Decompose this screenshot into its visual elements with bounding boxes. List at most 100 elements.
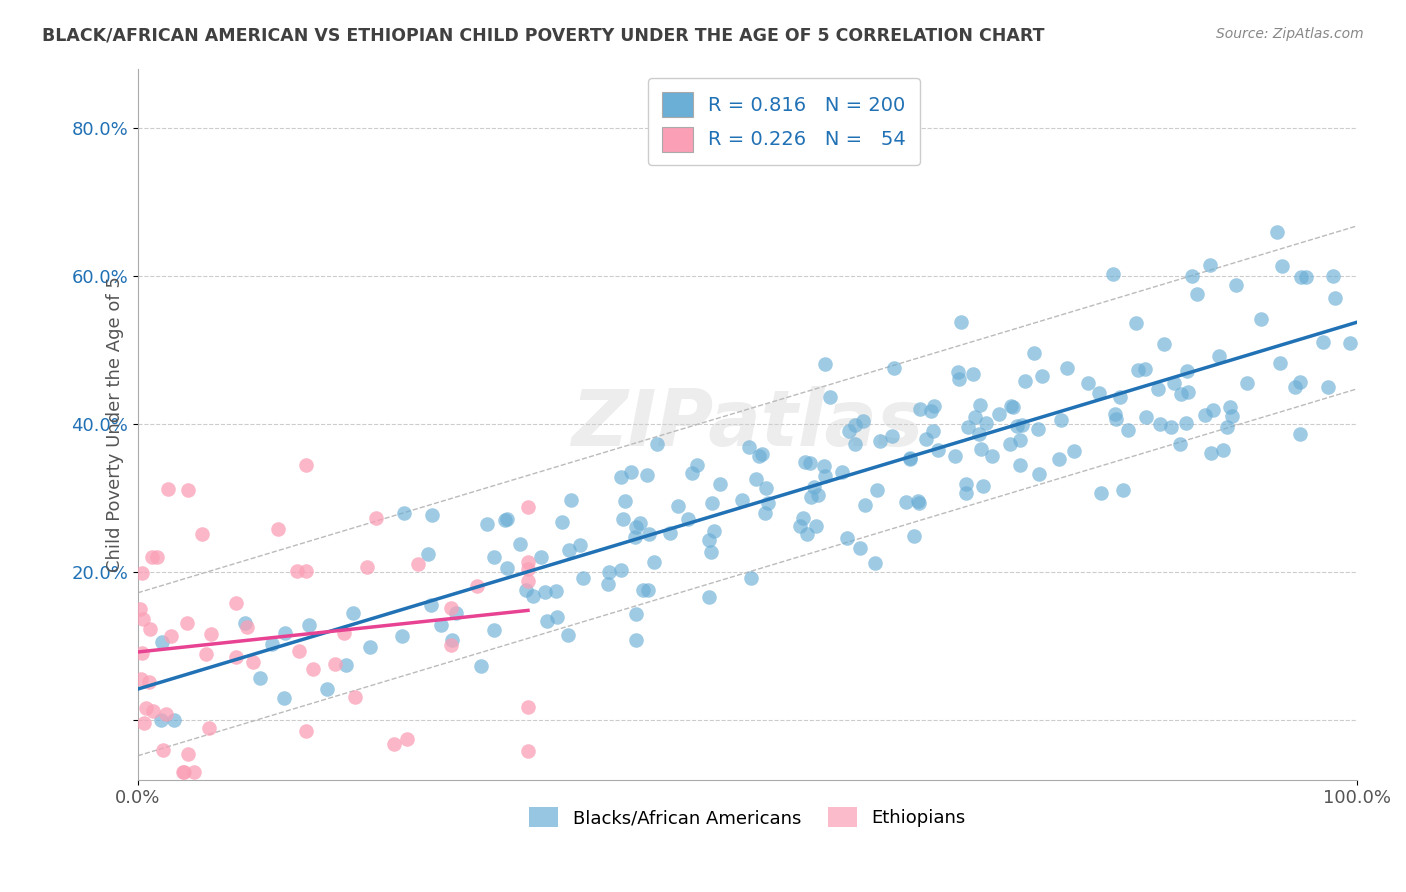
Point [633,582,655,597]
Text: BLACK/AFRICAN AMERICAN VS ETHIOPIAN CHILD POVERTY UNDER THE AGE OF 5 CORRELATION: BLACK/AFRICAN AMERICAN VS ETHIOPIAN CHIL… [42,27,1045,45]
Point [866,483,889,497]
Point [920,403,942,417]
Point [1340,335,1362,350]
Point [191,526,214,541]
Point [419,598,441,612]
Point [676,512,699,526]
Point [509,537,531,551]
Point [796,527,818,541]
Point [131,646,153,660]
Point [356,560,378,574]
Point [907,494,929,508]
Point [1031,369,1053,384]
Point [1250,312,1272,326]
Point [163,714,186,728]
Point [1077,376,1099,390]
Point [1288,375,1310,389]
Point [266,522,288,536]
Point [1212,443,1234,458]
Point [1295,269,1317,284]
Point [869,434,891,448]
Point [482,623,505,637]
Point [1026,422,1049,436]
Point [406,557,429,571]
Point [482,550,505,565]
Point [806,488,828,502]
Point [852,414,875,428]
Point [598,565,620,579]
Point [793,454,815,468]
Point [1322,268,1344,283]
Point [197,721,219,735]
Point [620,466,643,480]
Point [152,743,174,757]
Point [359,640,381,655]
Point [1177,384,1199,399]
Point [1028,467,1050,481]
Point [659,526,682,541]
Point [173,765,195,780]
Point [636,467,658,482]
Point [551,515,574,529]
Point [295,458,318,472]
Point [1010,458,1032,473]
Point [1160,420,1182,434]
Point [831,465,853,479]
Point [517,562,540,576]
Point [981,449,1004,463]
Point [624,632,647,647]
Point [176,615,198,630]
Point [814,357,837,371]
Point [440,633,463,648]
Point [624,520,647,534]
Point [1236,376,1258,390]
Point [609,469,631,483]
Point [177,747,200,762]
Point [439,601,461,615]
Point [800,490,823,504]
Point [382,738,405,752]
Point [295,723,318,738]
Point [1216,419,1239,434]
Point [135,700,157,714]
Point [129,672,152,686]
Point [129,602,152,616]
Point [1289,426,1312,441]
Point [1149,417,1171,432]
Point [624,607,647,621]
Point [470,659,492,673]
Point [366,511,388,525]
Point [440,639,463,653]
Point [496,561,519,575]
Point [1001,400,1024,414]
Point [1219,401,1241,415]
Point [225,649,247,664]
Point [138,675,160,690]
Point [853,499,876,513]
Point [1000,399,1022,413]
Point [139,622,162,636]
Point [260,637,283,651]
Point [697,533,720,547]
Point [609,563,631,577]
Point [686,458,709,472]
Point [297,617,319,632]
Point [150,635,173,649]
Point [835,532,858,546]
Point [273,691,295,706]
Point [288,644,311,658]
Point [142,704,165,718]
Point [1168,437,1191,451]
Point [1000,437,1022,451]
Point [969,398,991,412]
Point [908,495,931,509]
Point [1202,403,1225,417]
Point [1153,337,1175,351]
Point [285,564,308,578]
Point [194,647,217,661]
Point [903,529,925,543]
Point [1011,417,1033,432]
Point [628,516,651,531]
Point [814,469,837,483]
Point [702,496,724,510]
